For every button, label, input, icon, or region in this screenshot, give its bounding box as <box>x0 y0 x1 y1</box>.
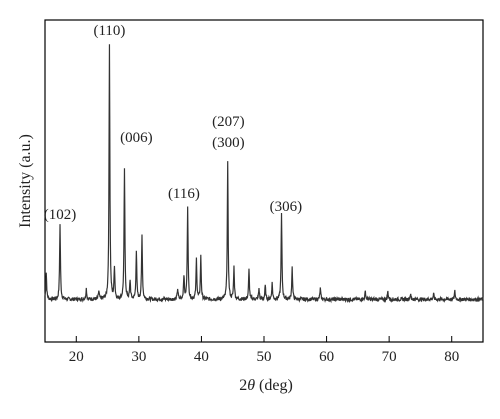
x-tick-label: 20 <box>69 349 84 365</box>
peak-label: (306) <box>270 199 303 215</box>
y-axis-title: Intensity (a.u.) <box>17 134 34 228</box>
x-tick-label: 50 <box>257 349 272 365</box>
peak-label: (102) <box>44 207 77 223</box>
x-axis-title-suffix: (deg) <box>255 377 293 394</box>
x-tick-label: 80 <box>444 349 459 365</box>
peak-label: (300) <box>212 135 245 151</box>
x-axis-tick-labels: 20 30 40 50 60 70 80 <box>69 349 459 365</box>
peak-label: (207) <box>212 114 245 130</box>
peak-annotations: (102) (110) (006) (116) (207) (300) (306) <box>44 23 302 223</box>
x-axis-title-prefix: 2 <box>239 377 247 394</box>
peak-label: (116) <box>168 186 200 202</box>
xrd-pattern-line <box>44 44 484 304</box>
x-tick-label: 70 <box>382 349 397 365</box>
x-axis-title-symbol: θ <box>247 377 255 394</box>
x-tick-label: 30 <box>131 349 146 365</box>
x-tick-label: 40 <box>194 349 209 365</box>
peak-label: (110) <box>93 23 125 39</box>
x-tick-label: 60 <box>319 349 334 365</box>
x-axis-title: 2θ (deg) <box>239 377 293 394</box>
x-axis-ticks <box>75 336 453 342</box>
plot-frame <box>44 19 484 343</box>
peak-label: (006) <box>120 130 153 146</box>
